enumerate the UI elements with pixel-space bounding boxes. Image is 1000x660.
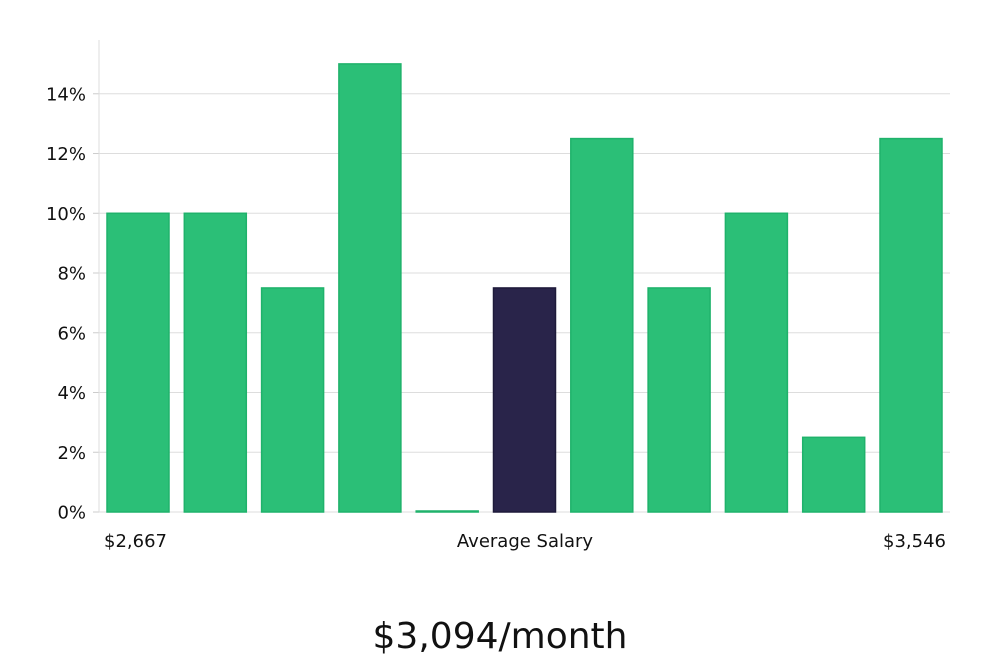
bar: [183, 212, 248, 513]
bar: [260, 287, 325, 513]
x-label-right: $3,546: [883, 531, 946, 552]
y-tick-label: 0%: [57, 503, 86, 524]
bar: [879, 137, 943, 513]
y-tick-label: 4%: [57, 383, 86, 404]
y-axis: [93, 40, 100, 513]
bar: [570, 137, 634, 513]
y-tick-label: 6%: [57, 323, 86, 344]
bar: [415, 510, 479, 513]
y-tick-labels: 0% 2% 4% 6% 8% 10% 12% 14%: [46, 84, 86, 523]
bars: [106, 63, 943, 513]
y-tick-label: 14%: [46, 84, 86, 105]
y-tick-label: 10%: [46, 204, 86, 225]
y-tick-label: 12%: [46, 144, 86, 165]
bar: [801, 436, 866, 513]
bar: [338, 63, 402, 513]
y-tick-label: 2%: [57, 443, 86, 464]
bar: [647, 287, 711, 513]
x-label-center: Average Salary: [457, 531, 594, 552]
x-label-left: $2,667: [104, 531, 167, 552]
bar-average-salary: [492, 287, 557, 513]
bar: [724, 212, 789, 513]
bar: [106, 212, 170, 513]
average-salary-value: $3,094/month: [373, 616, 628, 657]
y-tick-label: 8%: [57, 264, 86, 285]
